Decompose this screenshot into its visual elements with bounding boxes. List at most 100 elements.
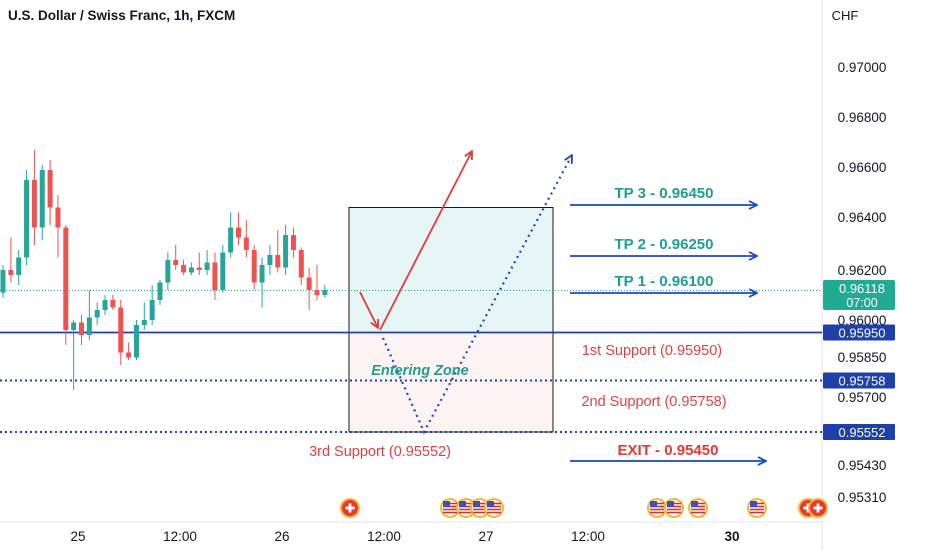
time-tick-label: 27 — [478, 529, 493, 544]
exit-label: EXIT - 0.95450 — [618, 442, 719, 459]
tp-label-1: TP 1 - 0.96100 — [615, 273, 714, 290]
candle-body — [63, 227, 69, 330]
us-flag-canton — [459, 501, 466, 507]
us-flag-canton — [443, 501, 450, 507]
current-price-value: 0.96118 — [839, 281, 885, 296]
entry-zone-box — [348, 332, 554, 433]
candle-body — [275, 255, 281, 268]
current-price-badge — [823, 280, 895, 310]
candle-body — [236, 227, 241, 238]
entering-zone-label: Entering Zone — [371, 363, 468, 379]
chart-title: U.S. Dollar / Swiss Franc, 1h, FXCM — [8, 8, 236, 23]
candle-body — [188, 267, 194, 273]
tp-label-2: TP 2 - 0.96250 — [615, 236, 714, 253]
candle-body — [71, 322, 77, 330]
price-tick-label: 0.97000 — [838, 60, 887, 75]
candle-body — [157, 282, 163, 300]
us-flag-stripe — [750, 511, 764, 514]
candle-body — [102, 300, 108, 310]
support-label-3: 3rd Support (0.95552) — [309, 444, 451, 460]
candle-body — [298, 250, 304, 278]
support-price-badge — [823, 424, 895, 440]
us-flag-stripe — [459, 511, 473, 514]
us-flag-stripe — [667, 508, 681, 511]
us-flag-stripe — [691, 511, 705, 514]
price-tick-label: 0.96000 — [838, 313, 887, 328]
support-price-badge — [823, 372, 895, 389]
price-tick-label: 0.96200 — [838, 263, 887, 278]
candle-body — [79, 322, 84, 335]
candle-body — [283, 235, 289, 268]
candle-body — [243, 237, 249, 250]
target-zone-box — [348, 207, 554, 333]
candle-body — [16, 257, 22, 275]
us-flag-canton — [487, 501, 494, 507]
us-flag-stripe — [691, 508, 705, 511]
candle-body — [47, 170, 53, 208]
us-flag-stripe — [650, 508, 664, 511]
candle-body — [118, 307, 124, 353]
candle-body — [0, 270, 6, 293]
price-tick-label: 0.95430 — [838, 458, 887, 473]
price-axis-area — [822, 0, 932, 550]
time-tick-label: 12:00 — [163, 529, 197, 544]
price-tick-label: 0.95310 — [838, 490, 887, 505]
candle-body — [165, 260, 171, 283]
candle-body — [212, 262, 218, 290]
us-flag-canton — [750, 501, 757, 507]
blue-projection-path — [381, 155, 573, 435]
time-tick-label: 12:00 — [571, 529, 605, 544]
candle-body — [228, 227, 234, 253]
support-price-badge-text: 0.95758 — [839, 374, 886, 389]
support-label-2: 2nd Support (0.95758) — [581, 394, 726, 410]
candle-body — [251, 250, 257, 283]
candle-body — [86, 317, 92, 335]
candle-body — [8, 270, 14, 275]
time-tick-label: 26 — [274, 529, 289, 544]
candle-body — [204, 262, 210, 270]
support-price-badge — [823, 324, 895, 341]
candle-body — [220, 252, 226, 290]
ch-event-icon-cross-h — [345, 506, 355, 510]
candle-body — [306, 277, 312, 290]
candle-body — [267, 255, 273, 265]
us-flag-stripe — [443, 508, 457, 511]
time-tick-label: 25 — [70, 529, 85, 544]
bar-countdown: 07:00 — [846, 296, 877, 310]
support-label-1: 1st Support (0.95950) — [582, 343, 722, 359]
candle-body — [196, 267, 202, 270]
support-price-badge-text: 0.95552 — [839, 425, 886, 440]
candle-body — [173, 260, 179, 265]
us-flag-canton — [473, 501, 480, 507]
price-tick-label: 0.96800 — [838, 110, 887, 125]
candle-body — [94, 310, 100, 318]
time-tick-label: 12:00 — [367, 529, 401, 544]
us-flag-canton — [650, 501, 657, 507]
us-flag-stripe — [750, 508, 764, 511]
candle-body — [181, 265, 187, 273]
us-flag-stripe — [459, 508, 473, 511]
ch-event-icon-cross-h — [813, 506, 823, 510]
us-flag-stripe — [650, 511, 664, 514]
candle-body — [149, 300, 155, 320]
candle-body — [141, 320, 147, 325]
candle-body — [314, 290, 320, 295]
candle-body — [55, 207, 61, 228]
us-flag-stripe — [487, 508, 501, 511]
candle-body — [39, 170, 45, 228]
candle-body — [31, 180, 37, 228]
candle-body — [133, 325, 139, 358]
us-flag-canton — [667, 501, 674, 507]
price-tick-label: 0.95700 — [838, 390, 887, 405]
red-drop-arrow — [359, 291, 378, 328]
us-flag-stripe — [443, 511, 457, 514]
support-price-badge-text: 0.95950 — [839, 326, 886, 341]
candle-body — [290, 235, 296, 250]
price-tick-label: 0.96400 — [838, 210, 887, 225]
price-tick-label: 0.95850 — [838, 350, 887, 365]
price-unit-label: CHF — [832, 8, 859, 23]
us-flag-stripe — [473, 508, 487, 511]
time-tick-label: 30 — [724, 529, 739, 544]
